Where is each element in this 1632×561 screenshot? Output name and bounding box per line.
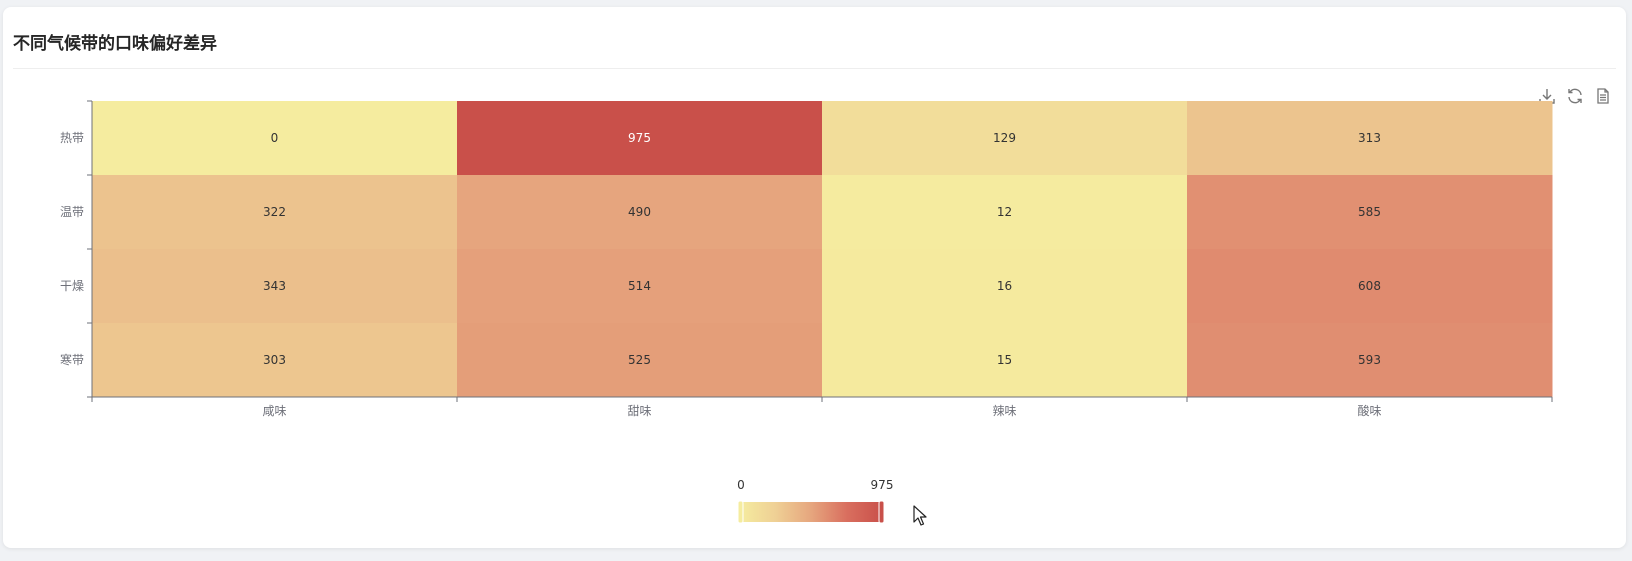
heatmap-cell bbox=[1187, 323, 1553, 398]
y-tick-label: 温带 bbox=[60, 205, 84, 219]
data-view-button[interactable] bbox=[1593, 86, 1613, 106]
x-tick-label: 辣味 bbox=[992, 404, 1016, 418]
visual-map-min-handle bbox=[737, 500, 744, 524]
cell-value-label: 313 bbox=[1358, 131, 1381, 145]
y-tick-label: 寒带 bbox=[60, 352, 84, 367]
cell-value-label: 525 bbox=[628, 353, 651, 367]
heatmap-cell bbox=[92, 175, 458, 250]
heatmap-cell bbox=[822, 175, 1188, 250]
x-tick-label: 酸味 bbox=[1357, 403, 1381, 418]
cell-value-label: 16 bbox=[997, 279, 1012, 293]
cell-value-label: 585 bbox=[1358, 205, 1381, 219]
heatmap-cell bbox=[1187, 175, 1553, 250]
visual-map-max-label: 975 bbox=[871, 478, 894, 492]
cell-value-label: 0 bbox=[271, 131, 279, 145]
cell-value-label: 490 bbox=[628, 205, 651, 219]
heatmap-cell bbox=[822, 249, 1188, 324]
cell-value-label: 129 bbox=[993, 131, 1016, 145]
cell-value-label: 343 bbox=[263, 279, 286, 293]
cell-value-label: 303 bbox=[263, 353, 286, 367]
cell-value-label: 15 bbox=[997, 353, 1012, 367]
heatmap-cell bbox=[457, 249, 823, 324]
heatmap-cell bbox=[1187, 249, 1553, 324]
x-tick-label: 甜味 bbox=[627, 404, 651, 418]
heatmap-cell bbox=[457, 101, 823, 176]
cell-value-label: 975 bbox=[628, 131, 651, 145]
cell-value-label: 593 bbox=[1358, 353, 1381, 367]
heatmap-cell bbox=[457, 175, 823, 250]
cell-value-label: 608 bbox=[1358, 279, 1381, 293]
refresh-icon bbox=[1568, 88, 1582, 104]
visual-map-bar bbox=[740, 502, 882, 522]
heatmap-cell bbox=[92, 323, 458, 398]
card-title: 不同气候带的口味偏好差异 bbox=[13, 34, 217, 54]
visual-map-min-label: 0 bbox=[737, 478, 745, 492]
visual-map-max-handle bbox=[878, 500, 885, 524]
chart-toolbox bbox=[1537, 86, 1613, 106]
title-divider bbox=[13, 68, 1616, 69]
heatmap-cell bbox=[1187, 101, 1553, 176]
mouse-cursor-icon bbox=[913, 505, 927, 526]
y-tick-label: 干燥 bbox=[60, 279, 84, 293]
heatmap-cell bbox=[822, 101, 1188, 176]
data-view-icon bbox=[1597, 88, 1609, 104]
cell-value-label: 12 bbox=[997, 205, 1012, 219]
refresh-button[interactable] bbox=[1565, 86, 1585, 106]
cell-value-label: 514 bbox=[628, 279, 651, 293]
cell-value-label: 322 bbox=[263, 205, 286, 219]
y-tick-label: 热带 bbox=[60, 131, 84, 145]
heatmap-cell bbox=[822, 323, 1188, 398]
heatmap-cell bbox=[457, 323, 823, 398]
heatmap-cell bbox=[92, 101, 458, 176]
heatmap-cell bbox=[92, 249, 458, 324]
x-tick-label: 咸味 bbox=[262, 404, 286, 418]
